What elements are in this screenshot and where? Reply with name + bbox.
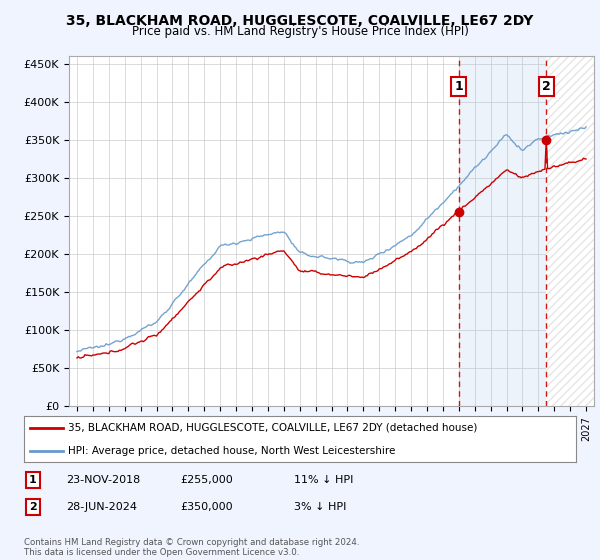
Text: 23-NOV-2018: 23-NOV-2018	[66, 475, 140, 485]
Text: 28-JUN-2024: 28-JUN-2024	[66, 502, 137, 512]
Text: 2: 2	[542, 80, 551, 93]
Text: Price paid vs. HM Land Registry's House Price Index (HPI): Price paid vs. HM Land Registry's House …	[131, 25, 469, 38]
Text: 1: 1	[454, 80, 463, 93]
Bar	[459, 56, 546, 406]
Bar	[546, 56, 594, 406]
Text: 35, BLACKHAM ROAD, HUGGLESCOTE, COALVILLE, LE67 2DY (detached house): 35, BLACKHAM ROAD, HUGGLESCOTE, COALVILL…	[68, 423, 478, 432]
Text: 1: 1	[29, 475, 37, 485]
Text: Contains HM Land Registry data © Crown copyright and database right 2024.
This d: Contains HM Land Registry data © Crown c…	[24, 538, 359, 557]
Text: £255,000: £255,000	[180, 475, 233, 485]
Text: 35, BLACKHAM ROAD, HUGGLESCOTE, COALVILLE, LE67 2DY: 35, BLACKHAM ROAD, HUGGLESCOTE, COALVILL…	[67, 14, 533, 28]
Bar	[546, 56, 594, 406]
Text: 3% ↓ HPI: 3% ↓ HPI	[294, 502, 346, 512]
Text: HPI: Average price, detached house, North West Leicestershire: HPI: Average price, detached house, Nort…	[68, 446, 395, 455]
Text: £350,000: £350,000	[180, 502, 233, 512]
Text: 2: 2	[29, 502, 37, 512]
Text: 11% ↓ HPI: 11% ↓ HPI	[294, 475, 353, 485]
